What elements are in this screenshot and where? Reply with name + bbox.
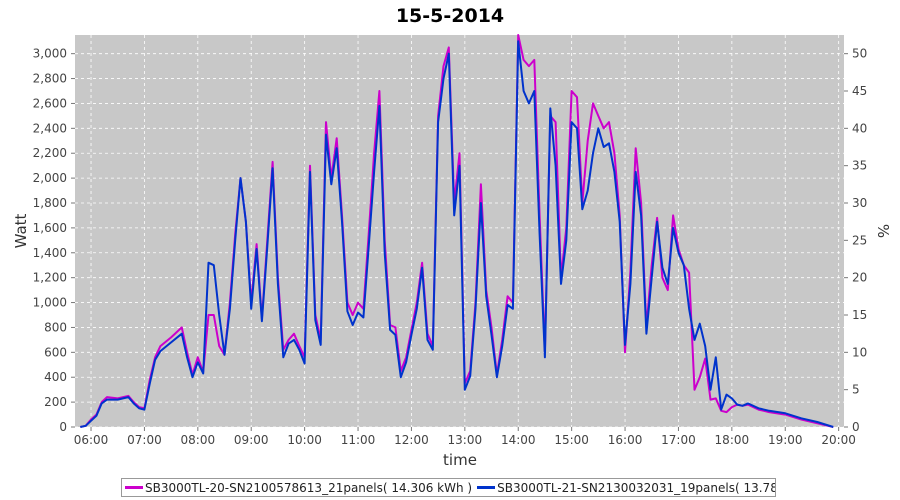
axis-ticks: 06:00 07:00 08:00 09:00 10:00 11:00 12:00 13:00… [33,47,868,447]
legend-item-series-1: SB3000TL-20-SN2100578613_21panels( 14.30… [125,481,472,495]
x-tick-label: 06:00 [74,433,109,447]
y-tick-label: 1,400 [33,246,67,260]
y2-tick-label: 10 [852,345,867,359]
y-tick-label: 2,600 [33,96,67,110]
series-lines [80,34,834,428]
x-axis-label: time [443,451,477,469]
x-tick-label: 20:00 [821,433,856,447]
y-tick-label: 2,400 [33,121,67,135]
y2-tick-label: 45 [852,84,867,98]
y-tick-label: 1,800 [33,196,67,210]
y2-tick-label: 50 [852,47,867,61]
y2-axis-label: % [874,224,892,238]
x-tick-label: 12:00 [394,433,429,447]
y-tick-label: 200 [44,395,67,409]
x-tick-label: 18:00 [715,433,750,447]
series-line-2 [80,40,834,428]
series-line-1 [80,34,834,428]
x-tick-label: 17:00 [661,433,696,447]
legend-label-series-2: SB3000TL-21-SN2130032031_19panels( 13.78… [497,480,775,495]
y2-tick-label: 35 [852,159,867,173]
y2-tick-label: 0 [852,420,860,434]
x-tick-label: 08:00 [181,433,216,447]
x-tick-label: 09:00 [234,433,269,447]
legend-item-series-2: SB3000TL-21-SN2130032031_19panels( 13.78… [477,480,775,495]
x-tick-label: 10:00 [287,433,322,447]
y-tick-label: 1,000 [33,296,67,310]
grid-lines [75,35,844,428]
legend-swatch-series-1 [125,486,143,489]
y-axis-label: Watt [12,213,30,248]
y-tick-label: 2,800 [33,72,67,86]
y-tick-label: 800 [44,320,67,334]
y2-tick-label: 5 [852,383,860,397]
x-tick-label: 07:00 [127,433,162,447]
x-tick-label: 13:00 [448,433,483,447]
legend-swatch-series-2 [477,486,496,489]
y-tick-label: 1,200 [33,271,67,285]
legend: SB3000TL-20-SN2100578613_21panels( 14.30… [121,478,776,497]
y-tick-label: 400 [44,370,67,384]
x-tick-label: 16:00 [608,433,643,447]
y2-tick-label: 25 [852,233,867,247]
x-tick-label: 11:00 [341,433,376,447]
x-tick-label: 14:00 [501,433,536,447]
y-tick-label: 3,000 [33,47,67,61]
y2-tick-label: 20 [852,271,867,285]
legend-label-series-1: SB3000TL-20-SN2100578613_21panels( 14.30… [145,480,473,495]
y-tick-label: 2,200 [33,146,67,160]
x-tick-label: 19:00 [768,433,803,447]
y2-tick-label: 40 [852,121,867,135]
x-tick-label: 15:00 [554,433,589,447]
y-tick-label: 600 [44,345,67,359]
y-tick-label: 2,000 [33,171,67,185]
chart-title: 15-5-2014 [396,5,504,27]
y-tick-label: 0 [59,420,67,434]
y2-tick-label: 30 [852,196,867,210]
y-tick-label: 1,600 [33,221,67,235]
y2-tick-label: 15 [852,308,867,322]
